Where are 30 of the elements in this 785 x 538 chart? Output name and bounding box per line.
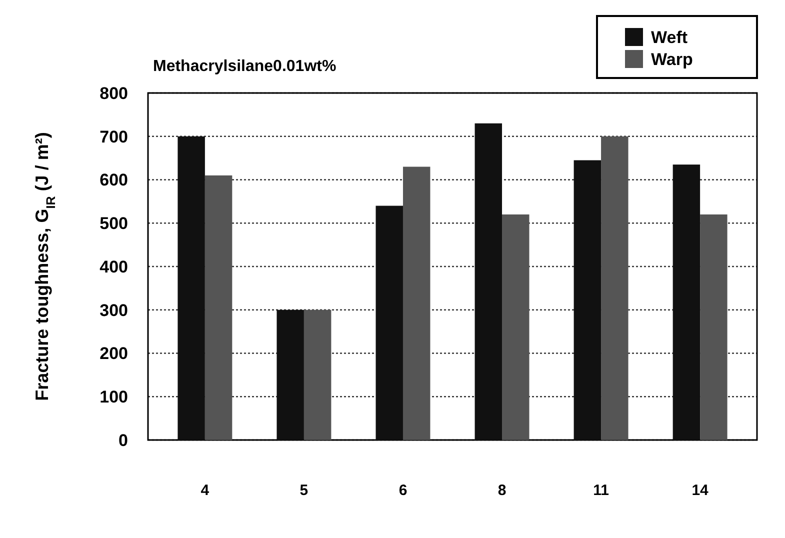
bar	[376, 206, 403, 440]
y-tick-label: 100	[100, 388, 128, 407]
y-tick-label: 500	[100, 214, 128, 234]
bar	[474, 123, 502, 440]
y-tick-label: 300	[100, 300, 128, 320]
x-tick-label: 6	[398, 482, 408, 499]
bar	[502, 214, 530, 440]
x-tick-label: 5	[300, 482, 308, 499]
bar	[304, 310, 332, 440]
y-tick-label: 600	[100, 170, 128, 190]
bar	[672, 164, 700, 440]
y-tick-label: 400	[100, 257, 128, 276]
bar	[178, 136, 205, 440]
bar	[574, 160, 602, 440]
bar	[601, 136, 628, 440]
bar	[700, 214, 728, 440]
x-tick-label: 8	[498, 482, 506, 499]
bar	[276, 310, 304, 440]
y-tick-label: 0	[118, 430, 128, 450]
x-tick-label: 4	[200, 482, 210, 499]
bar	[402, 166, 430, 440]
y-tick-label: 700	[100, 127, 128, 146]
y-tick-label: 800	[100, 84, 128, 103]
chart-title: Methacrylsilane0.01wt%	[153, 58, 336, 75]
x-tick-label: 11	[593, 482, 609, 499]
bar	[204, 175, 232, 440]
legend-label: Weft	[651, 28, 688, 47]
legend-label: Warp	[651, 50, 693, 69]
y-tick-label: 200	[100, 344, 128, 364]
x-tick-label: 14	[692, 482, 710, 499]
